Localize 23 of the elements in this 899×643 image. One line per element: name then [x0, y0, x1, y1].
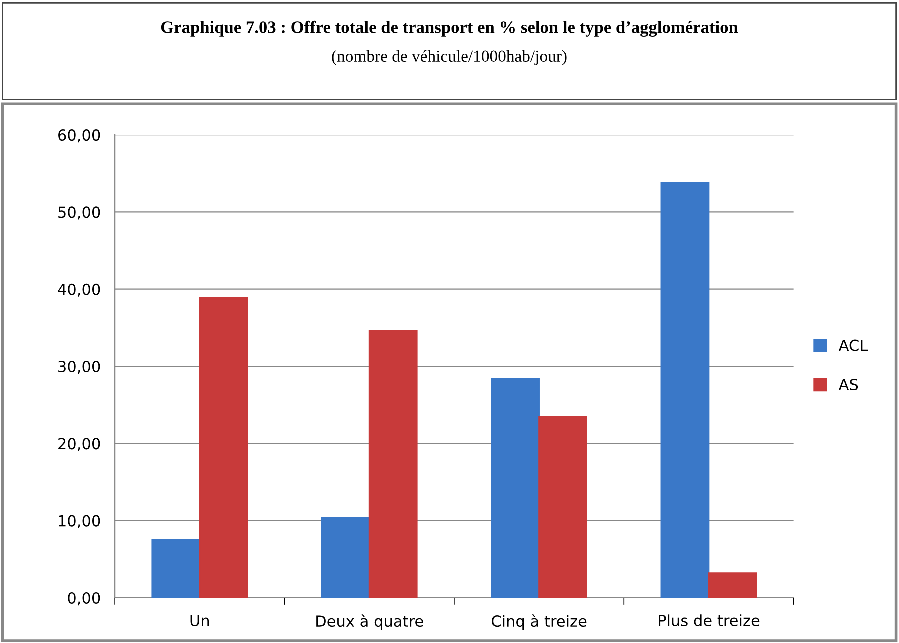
x-tick-label: Plus de treize — [659, 614, 760, 626]
x-tick-label: Un — [190, 615, 210, 626]
y-tick-label: 20,00 — [58, 438, 100, 452]
legend-label: ACL — [838, 340, 868, 352]
bar — [368, 330, 418, 598]
y-tick-label: 0,00 — [68, 592, 100, 606]
bar — [660, 182, 710, 598]
bar — [199, 297, 248, 598]
chart-title: Graphique 7.03 : Offre totale de transport en % selon le type d’agglomération — [161, 20, 738, 37]
y-tick-label: 60,00 — [58, 129, 100, 143]
bar — [538, 416, 588, 598]
bar — [491, 378, 540, 598]
x-tick-label: Deux à quatre — [316, 614, 424, 630]
legend-label: AS — [838, 379, 858, 391]
chart-subtitle: (nombre de véhicule/1000hab/jour) — [332, 50, 567, 66]
bar — [321, 517, 370, 598]
y-tick-label: 40,00 — [58, 284, 100, 297]
y-tick-label: 50,00 — [58, 206, 100, 220]
bar — [708, 572, 758, 598]
bar — [152, 539, 201, 598]
y-tick-label: 10,00 — [59, 515, 100, 528]
y-tick-label: 30,00 — [58, 360, 100, 374]
x-tick-label: Cinq à treize — [492, 614, 587, 630]
